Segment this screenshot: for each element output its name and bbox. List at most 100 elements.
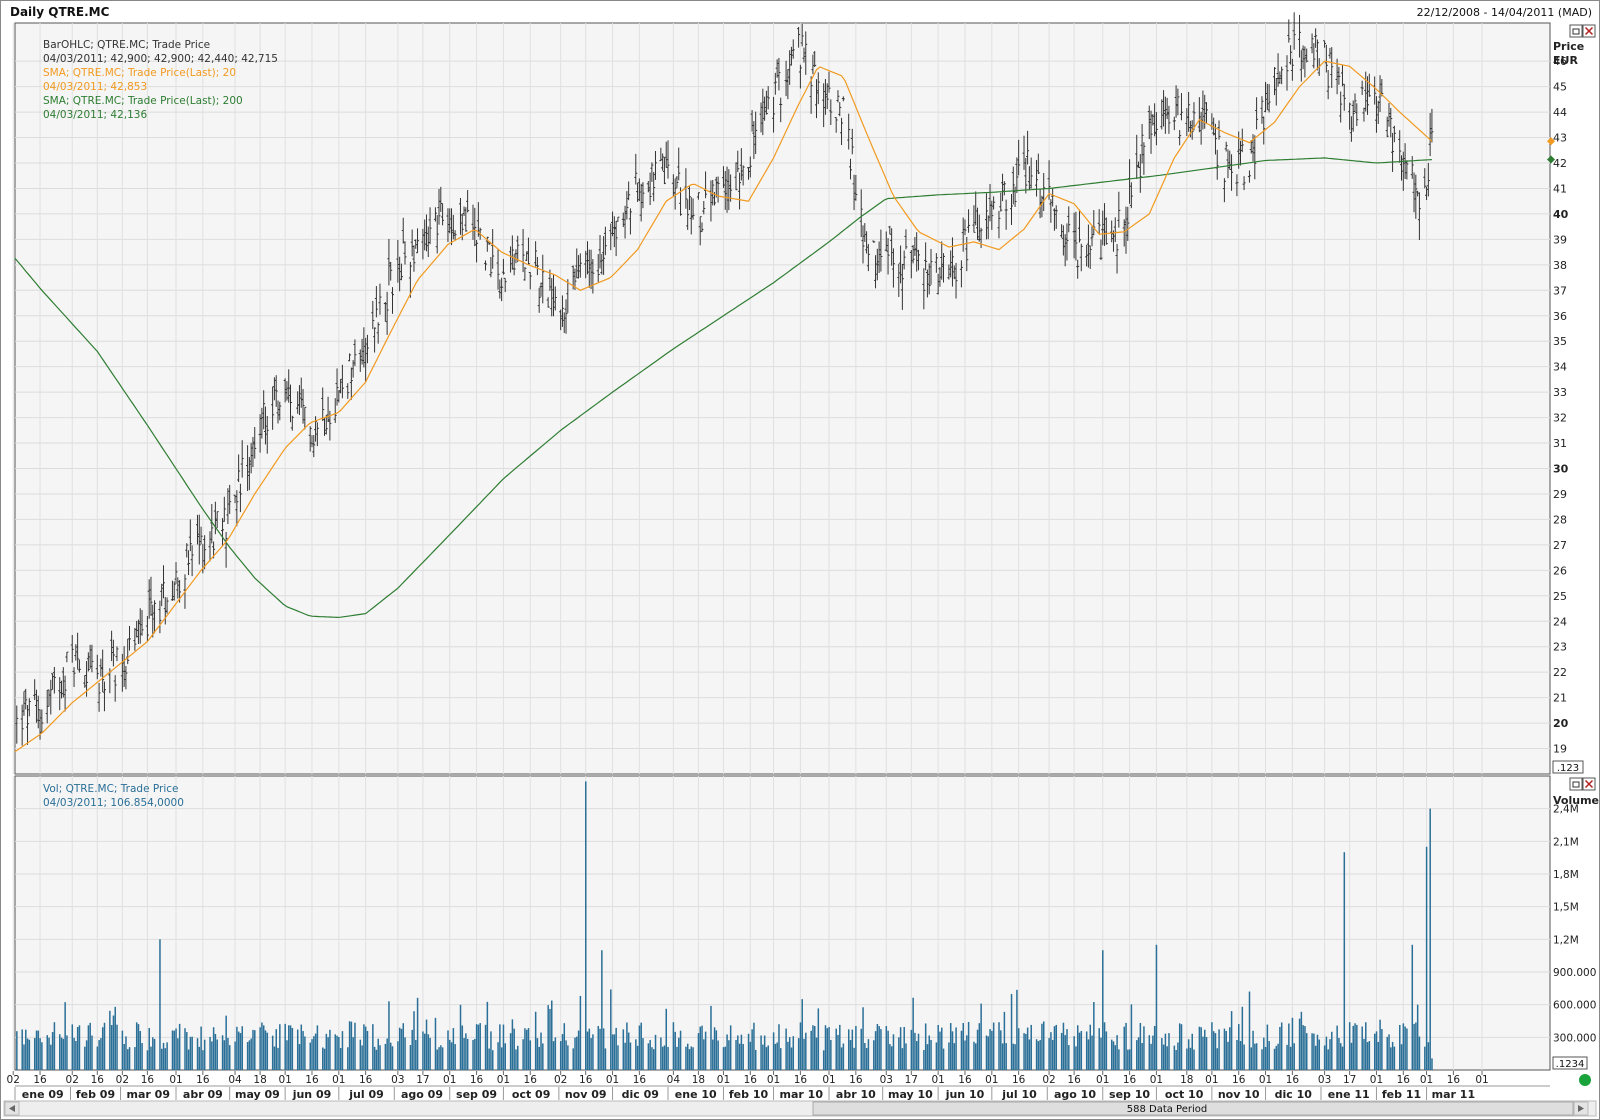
- day-tick-label: 03: [1318, 1074, 1331, 1086]
- volume-bar: [296, 1029, 299, 1070]
- volume-bar: [847, 1029, 850, 1070]
- volume-bar: [1361, 1026, 1363, 1070]
- volume-bar: [924, 1023, 927, 1070]
- volume-bar: [910, 1029, 913, 1070]
- volume-bar: [1263, 1037, 1265, 1070]
- volume-bar: [851, 1029, 854, 1070]
- volume-bar: [1243, 1044, 1245, 1070]
- volume-bar: [1110, 1039, 1113, 1070]
- volume-bar: [941, 1027, 943, 1070]
- volume-bar: [1218, 1029, 1220, 1070]
- volume-bar: [1223, 1028, 1226, 1070]
- volume-bar: [737, 1035, 739, 1070]
- volume-bar: [576, 1036, 578, 1070]
- volume-bar: [1051, 1039, 1054, 1070]
- volume-bar: [930, 1039, 932, 1070]
- day-tick-label: 18: [253, 1074, 266, 1086]
- day-tick-label: 16: [141, 1074, 155, 1086]
- volume-bar: [939, 1031, 941, 1070]
- day-tick-label: 16: [1012, 1074, 1026, 1086]
- day-tick-label: 01: [278, 1074, 291, 1086]
- volume-bar: [364, 1026, 367, 1070]
- volume-panel: Vol; QTRE.MC; Trade Price 04/03/2011; 10…: [12, 775, 1599, 1071]
- volume-bar: [966, 1035, 968, 1070]
- volume-bar: [1198, 1026, 1201, 1070]
- volume-bar: [1336, 1025, 1338, 1070]
- volume-bar: [1388, 1034, 1390, 1070]
- month-label: jun 09: [292, 1088, 332, 1101]
- volume-bar: [751, 1029, 753, 1070]
- volume-bar: [1325, 1036, 1328, 1070]
- volume-bar: [1050, 1032, 1052, 1070]
- volume-bar: [134, 1047, 136, 1070]
- volume-bar: [835, 1028, 837, 1070]
- volume-bar: [991, 1030, 993, 1070]
- volume-format-button[interactable]: [1552, 1056, 1588, 1070]
- price-panel-buttons[interactable]: [1569, 24, 1596, 38]
- volume-bar: [1318, 1039, 1321, 1070]
- chart-title: Daily QTRE.MC: [10, 5, 110, 19]
- volume-bar: [1085, 1031, 1088, 1070]
- volume-bar: [905, 1043, 907, 1070]
- price-tick-label: 29: [1553, 488, 1567, 501]
- time-scrollbar[interactable]: 588 Data Period: [3, 1100, 1597, 1117]
- volume-bar: [161, 1048, 163, 1070]
- volume-bar: [724, 1046, 727, 1070]
- volume-bar: [776, 1042, 778, 1070]
- price-tick-label: 31: [1553, 437, 1567, 450]
- volume-bar: [1350, 1042, 1353, 1070]
- price-plot-area: [14, 22, 1551, 775]
- volume-bar: [1427, 1042, 1430, 1070]
- volume-bar: [549, 1008, 551, 1070]
- volume-bar: [1280, 1022, 1283, 1070]
- price-format-button[interactable]: [1552, 760, 1584, 774]
- month-label: jul 10: [1001, 1088, 1037, 1101]
- volume-bar: [100, 1038, 102, 1070]
- price-restore-button[interactable]: [1569, 24, 1583, 38]
- month-label: ene 10: [675, 1088, 717, 1101]
- volume-bar: [1241, 1006, 1244, 1070]
- scrollbar-thumb[interactable]: [812, 1101, 1574, 1116]
- volume-bar: [148, 1027, 150, 1070]
- volume-bar: [1023, 1033, 1025, 1070]
- volume-bar: [277, 1047, 279, 1070]
- volume-bar: [66, 1035, 68, 1070]
- volume-bar: [273, 1046, 276, 1070]
- volume-bar: [1211, 1022, 1213, 1070]
- volume-bar: [166, 1042, 168, 1070]
- price-axis-unit: EUR: [1553, 54, 1578, 67]
- volume-bar: [855, 1026, 857, 1070]
- volume-bar: [1316, 1034, 1319, 1070]
- day-tick-label: 01: [169, 1074, 182, 1086]
- volume-bar: [826, 1028, 829, 1070]
- volume-bar: [726, 1034, 728, 1070]
- volume-bar: [1003, 1011, 1006, 1070]
- volume-bar: [500, 1047, 503, 1070]
- volume-bar: [678, 1037, 680, 1070]
- volume-bar: [765, 1047, 768, 1070]
- volume-bar: [1161, 1038, 1163, 1070]
- day-tick-label: 02: [554, 1074, 567, 1086]
- volume-bar: [509, 1033, 512, 1070]
- volume-panel-buttons[interactable]: [1569, 777, 1596, 791]
- volume-bar: [26, 1038, 29, 1070]
- price-tick-label: 27: [1553, 539, 1567, 552]
- scroll-left-icon: [9, 1105, 15, 1112]
- volume-bar: [527, 1028, 530, 1070]
- volume-bar: [338, 1037, 340, 1070]
- volume-bar: [597, 1025, 600, 1070]
- volume-bar: [275, 1029, 278, 1070]
- volume-bar: [1413, 1023, 1415, 1070]
- volume-bar: [236, 1026, 238, 1070]
- volume-bar: [517, 1045, 519, 1070]
- volume-bar: [636, 1045, 639, 1070]
- day-tick-label: 01: [717, 1074, 730, 1086]
- volume-bar: [398, 1027, 401, 1070]
- volume-bar: [840, 1047, 843, 1070]
- volume-bar: [339, 1048, 342, 1070]
- volume-restore-button[interactable]: [1569, 777, 1583, 791]
- volume-bar: [463, 1038, 465, 1070]
- volume-bar: [125, 1036, 127, 1070]
- price-tick-label: 24: [1553, 615, 1567, 628]
- legend-ohlc-value: 04/03/2011; 42,900; 42,900; 42,440; 42,7…: [43, 53, 278, 65]
